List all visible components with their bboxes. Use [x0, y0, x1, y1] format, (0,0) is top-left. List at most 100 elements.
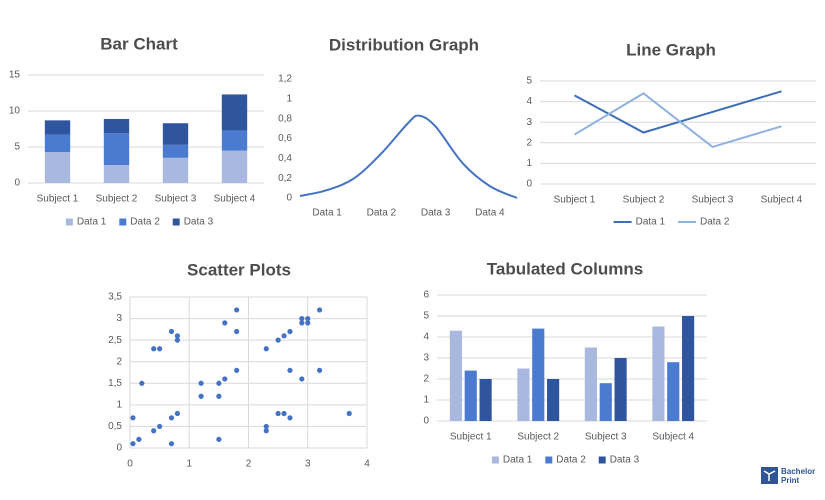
- point: [168, 415, 175, 421]
- point: [198, 393, 204, 399]
- point: [299, 376, 305, 382]
- bar: [614, 358, 627, 421]
- point: [174, 410, 180, 417]
- x-tick-label: Data 1: [312, 208, 342, 219]
- legend-label: Data 2: [700, 217, 730, 228]
- logo-text: Print: [781, 476, 800, 485]
- chart-title: Bar Chart: [100, 34, 178, 53]
- line: [574, 90, 782, 134]
- y-tick-label: 6: [423, 290, 429, 301]
- x-tick-label: 0: [127, 459, 133, 470]
- bar-segment: [44, 134, 71, 153]
- y-tick-label: 2,5: [108, 335, 122, 346]
- point: [317, 307, 323, 313]
- chart-title: Distribution Graph: [329, 35, 479, 54]
- point: [136, 436, 142, 442]
- y-tick-label: 0: [286, 193, 292, 204]
- bar: [599, 383, 612, 421]
- bar: [532, 328, 545, 421]
- y-tick-label: 1: [116, 399, 122, 410]
- y-tick-label: 0: [423, 416, 429, 427]
- line: [573, 92, 782, 149]
- point: [275, 337, 281, 343]
- bar-segment: [221, 130, 248, 151]
- point: [139, 380, 145, 386]
- chart-title: Tabulated Columns: [487, 259, 643, 278]
- legend-label: Data 1: [636, 217, 666, 228]
- y-tick-label: 5: [423, 311, 429, 322]
- line: [299, 114, 518, 199]
- point: [198, 380, 204, 386]
- point: [174, 337, 180, 343]
- point: [157, 346, 163, 352]
- bar: [449, 330, 462, 421]
- point: [317, 367, 323, 373]
- bar-segment: [44, 152, 71, 183]
- legend-swatch: [172, 218, 180, 226]
- y-tick-label: 10: [9, 106, 21, 117]
- y-tick-label: 5: [526, 76, 532, 87]
- legend-swatch: [65, 218, 73, 226]
- bar-segment: [162, 123, 189, 145]
- y-tick-label: 5: [14, 142, 20, 153]
- x-tick-label: Subject 1: [450, 432, 492, 443]
- bar: [547, 379, 560, 421]
- legend-swatch: [491, 456, 499, 464]
- y-tick-label: 1: [423, 395, 429, 406]
- y-tick-label: 0,4: [278, 153, 292, 164]
- bar: [479, 379, 492, 421]
- bar: [682, 316, 695, 421]
- x-tick-label: Subject 4: [214, 194, 256, 205]
- y-tick-label: 0,6: [278, 133, 292, 144]
- point: [287, 328, 293, 335]
- y-tick-label: 2: [116, 356, 122, 367]
- y-tick-label: 0,5: [108, 421, 122, 432]
- y-tick-label: 0: [116, 443, 122, 454]
- logo-mark: [763, 470, 776, 481]
- point: [305, 320, 311, 326]
- y-tick-label: 15: [9, 70, 21, 81]
- bar-segment: [103, 165, 130, 183]
- x-tick-label: Data 2: [367, 208, 397, 219]
- y-tick-label: 3: [116, 313, 122, 324]
- legend-swatch: [119, 218, 127, 226]
- point: [130, 441, 136, 447]
- point: [151, 428, 157, 434]
- point: [263, 423, 269, 430]
- legend-label: Data 2: [130, 217, 160, 228]
- bar: [464, 370, 477, 421]
- bar-segment: [103, 133, 130, 165]
- point: [222, 376, 228, 382]
- legend-label: Data 3: [610, 455, 640, 466]
- x-tick-label: Subject 3: [692, 195, 734, 206]
- y-tick-label: 1,2: [278, 74, 292, 85]
- x-tick-label: Data 4: [475, 208, 505, 219]
- y-tick-label: 1: [526, 158, 532, 169]
- legend-label: Data 2: [556, 455, 586, 466]
- x-tick-label: Subject 3: [585, 432, 627, 443]
- point: [157, 423, 163, 430]
- bar-segment: [162, 144, 189, 158]
- point: [168, 328, 175, 335]
- y-tick-label: 0: [526, 179, 532, 190]
- x-tick-label: Data 3: [421, 208, 451, 219]
- point: [281, 333, 287, 339]
- point: [168, 441, 175, 447]
- point: [263, 346, 269, 352]
- legend-label: Data 1: [77, 217, 107, 228]
- point: [151, 346, 157, 352]
- point: [287, 415, 293, 421]
- y-tick-label: 4: [526, 96, 532, 107]
- y-tick-label: 0,2: [278, 173, 292, 184]
- point: [216, 436, 222, 442]
- y-tick-label: 3: [526, 117, 532, 128]
- x-tick-label: Subject 3: [155, 194, 197, 205]
- point: [234, 328, 240, 335]
- x-tick-label: 1: [186, 459, 192, 470]
- point: [275, 410, 281, 417]
- bar-segment: [221, 94, 248, 131]
- bar-segment: [162, 157, 189, 183]
- point: [263, 428, 269, 434]
- point: [281, 410, 287, 417]
